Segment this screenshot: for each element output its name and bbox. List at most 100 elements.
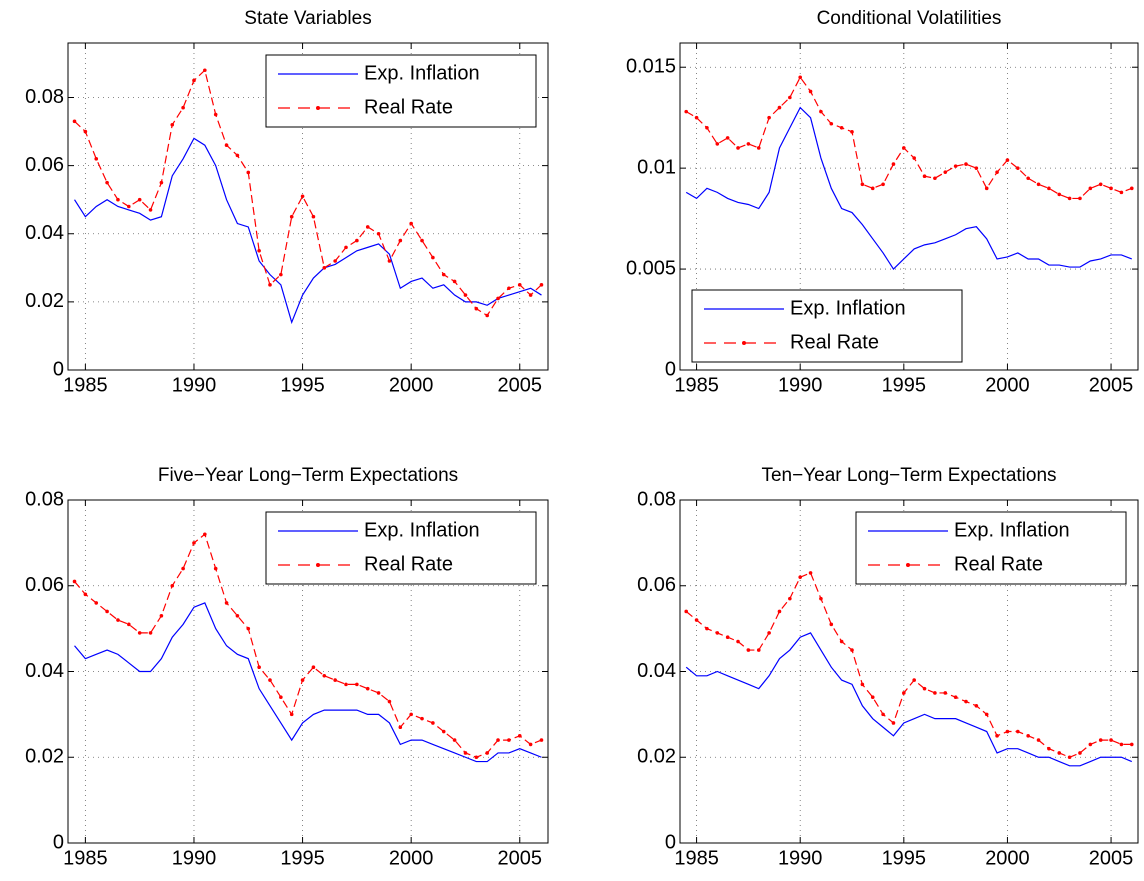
data-point [798,75,802,80]
data-point [953,695,958,700]
data-point [819,596,823,601]
legend-marker [316,106,320,110]
data-point [192,78,196,83]
data-point [420,238,424,243]
data-point [798,575,802,579]
data-point [1026,176,1030,181]
axes-frame [679,499,1139,844]
data-point [756,146,761,150]
legend-label: Real Rate [954,553,1043,575]
x-tick-label: 2000 [985,374,1030,396]
data-point [870,186,875,191]
data-point [1078,196,1082,201]
data-point [148,208,153,212]
y-tick-label: 0.08 [25,86,64,108]
data-point [1016,729,1020,734]
data-point [441,729,446,734]
data-point [398,725,403,730]
legend-label: Real Rate [790,331,879,353]
data-point [1129,186,1134,191]
data-point [159,613,164,618]
data-point [964,699,968,704]
data-point [311,665,316,670]
data-point [463,751,468,755]
plot-area [680,43,1138,371]
data-point [365,686,370,691]
data-point [891,721,896,725]
data-point [1109,186,1113,191]
data-point [1047,746,1051,751]
data-point [170,583,175,588]
data-point [767,631,771,635]
data-point [224,601,229,605]
data-point [860,682,865,687]
data-line [74,602,542,763]
x-tick-label: 2005 [498,847,543,869]
legend-marker [742,341,746,345]
legend-box [691,289,963,363]
data-point [912,156,916,160]
data-point [300,194,305,199]
data-point [496,738,500,742]
data-point [203,68,207,73]
data-point [420,716,424,721]
data-point [235,153,240,158]
legend-label: Exp. Inflation [954,519,1070,541]
data-point [83,129,88,134]
legend-box [265,54,537,128]
chart-title: State Variables [244,8,371,29]
data-point [1109,738,1113,742]
data-point [539,738,544,742]
y-tick-label: 0 [53,831,64,853]
x-tick-label: 1990 [172,847,217,869]
x-tick-label: 1990 [172,374,217,396]
data-point [431,721,435,725]
data-point [268,678,272,682]
legend-box [855,511,1127,585]
data-point [181,105,185,110]
data-point [746,142,751,146]
y-tick-label: 0 [53,358,64,380]
data-point [127,204,131,209]
data-point [1005,158,1010,162]
data-point [387,259,392,263]
y-tick-label: 0.04 [25,660,64,682]
legend-box [265,511,537,585]
data-point [881,182,885,187]
data-point [974,704,979,708]
data-line [74,137,542,325]
y-tick-label: 0.06 [25,574,64,596]
data-point [725,635,730,639]
data-point [322,266,327,270]
data-point [974,166,979,170]
data-point [517,734,522,738]
data-point [1057,192,1062,197]
data-line [74,69,542,317]
data-point [1067,196,1072,201]
data-point [767,115,771,120]
data-point [279,695,283,700]
data-point [725,136,730,140]
data-point [474,755,479,760]
data-point [1067,755,1072,760]
data-point [311,214,316,219]
x-tick-label: 1995 [882,374,927,396]
data-point [881,712,885,717]
data-point [300,678,305,682]
data-point [181,566,185,571]
data-point [995,734,999,738]
data-point [539,283,544,287]
data-point [736,639,740,644]
data-point [1088,186,1093,191]
data-point [376,231,381,236]
data-point [137,631,142,635]
data-point [1088,742,1093,747]
data-point [1036,738,1041,742]
axes-frame [67,42,549,371]
data-point [933,176,937,181]
data-point [715,142,720,146]
axes-frame [679,42,1139,371]
data-point [1005,729,1010,734]
data-point [463,293,468,297]
